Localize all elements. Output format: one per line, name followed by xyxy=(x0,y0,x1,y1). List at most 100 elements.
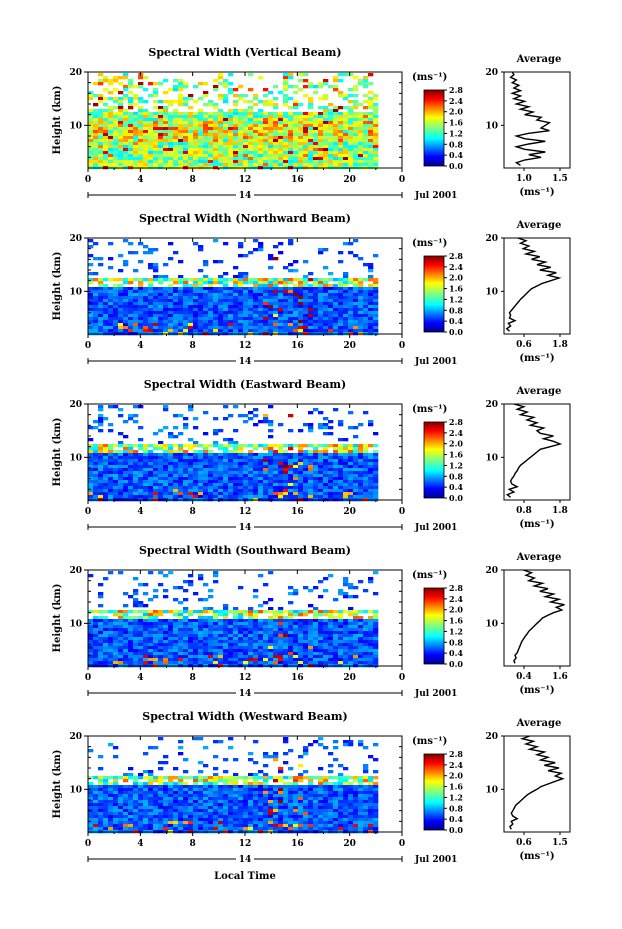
heatmap-cell xyxy=(253,658,259,662)
heatmap-cell xyxy=(268,619,274,623)
heatmap-cell xyxy=(298,631,304,635)
heatmap-cell xyxy=(308,115,314,119)
heatmap-cell xyxy=(278,444,284,448)
heatmap-cell xyxy=(253,643,259,647)
heatmap-cell xyxy=(163,483,169,487)
heatmap-cell xyxy=(258,290,264,294)
heatmap-cell xyxy=(308,489,314,493)
heatmap-cell xyxy=(293,106,299,110)
heatmap-cell xyxy=(113,130,119,134)
heatmap-cell xyxy=(243,281,249,285)
heatmap-cell xyxy=(248,643,254,647)
heatmap-cell xyxy=(248,607,254,611)
heatmap-cell xyxy=(263,302,269,306)
heatmap-cell xyxy=(203,121,209,125)
heatmap-cell xyxy=(248,296,254,300)
heatmap-cell xyxy=(268,130,274,134)
heatmap-cell xyxy=(153,483,159,487)
heatmap-cell xyxy=(273,649,279,653)
heatmap-cell xyxy=(113,124,119,128)
heatmap-cell xyxy=(188,444,194,448)
heatmap-cell xyxy=(123,459,129,463)
heatmap-cell xyxy=(313,326,319,330)
heatmap-cell xyxy=(113,471,119,475)
heatmap-cell xyxy=(263,634,269,638)
heatmap-cell xyxy=(278,661,284,665)
heatmap-cell xyxy=(153,100,159,104)
heatmap-cell xyxy=(178,655,184,659)
heatmap-cell xyxy=(273,139,279,143)
heatmap-cell xyxy=(113,154,119,158)
heatmap-cell xyxy=(163,643,169,647)
heatmap-cell xyxy=(228,483,234,487)
heatmap-cell xyxy=(218,646,224,650)
heatmap-cell xyxy=(253,637,259,641)
heatmap-cell xyxy=(368,314,374,318)
heatmap-cell xyxy=(178,157,184,161)
heatmap-cell xyxy=(303,628,309,632)
colorbar-tick-label: 0.4 xyxy=(449,316,463,326)
heatmap-cell xyxy=(108,474,114,478)
heatmap-cell xyxy=(203,142,209,146)
heatmap-cell xyxy=(118,148,124,152)
heatmap-cell xyxy=(228,646,234,650)
heatmap-cell xyxy=(288,631,294,635)
heatmap-cell xyxy=(318,637,324,641)
heatmap-cell xyxy=(153,649,159,653)
heatmap-cell xyxy=(98,456,104,460)
heatmap-cell xyxy=(108,649,114,653)
heatmap-cell xyxy=(178,326,184,330)
heatmap-cell xyxy=(93,326,99,330)
heatmap-cell xyxy=(138,139,144,143)
heatmap-cell xyxy=(178,601,184,605)
heatmap-cell xyxy=(183,610,189,614)
heatmap-cell xyxy=(178,432,184,436)
heatmap-cell xyxy=(243,453,249,457)
heatmap-cell xyxy=(288,308,294,312)
heatmap-cell xyxy=(343,465,349,469)
heatmap-cell xyxy=(283,643,289,647)
heatmap-cell xyxy=(228,658,234,662)
heatmap-cell xyxy=(178,278,184,282)
heatmap-cell xyxy=(153,444,159,448)
heatmap-cell xyxy=(138,465,144,469)
heatmap-cell xyxy=(343,130,349,134)
heatmap-cell xyxy=(233,299,239,303)
heatmap-cell xyxy=(218,299,224,303)
heatmap-cell xyxy=(138,308,144,312)
heatmap-cell xyxy=(268,299,274,303)
heatmap-cell xyxy=(358,148,364,152)
heatmap-cell xyxy=(248,305,254,309)
heatmap-cell xyxy=(128,595,134,599)
heatmap-cell xyxy=(303,661,309,665)
heatmap-cell xyxy=(313,151,319,155)
heatmap-cell xyxy=(98,257,104,261)
heatmap-cell xyxy=(348,163,354,167)
heatmap-cell xyxy=(293,151,299,155)
heatmap-cell xyxy=(233,486,239,490)
heatmap-cell xyxy=(288,447,294,451)
heatmap-cell xyxy=(108,287,114,291)
heatmap-cell xyxy=(183,326,189,330)
heatmap-cell xyxy=(193,299,199,303)
heatmap-cell xyxy=(138,486,144,490)
heatmap-cell xyxy=(188,97,194,101)
heatmap-cell xyxy=(223,130,229,134)
heatmap-cell xyxy=(258,474,264,478)
heatmap-cell xyxy=(128,486,134,490)
heatmap-cell xyxy=(268,154,274,158)
heatmap-cell xyxy=(323,453,329,457)
heatmap-cell xyxy=(278,305,284,309)
heatmap-cell xyxy=(148,640,154,644)
heatmap-cell xyxy=(313,311,319,315)
heatmap-cell xyxy=(113,163,119,167)
heatmap-cell xyxy=(203,444,209,448)
heatmap-cell xyxy=(178,652,184,656)
panel-3: Spectral Width (Eastward Beam)1020Height… xyxy=(52,378,571,533)
heatmap-cell xyxy=(113,133,119,137)
heatmap-cell xyxy=(133,456,139,460)
heatmap-cell xyxy=(263,136,269,140)
heatmap-cell xyxy=(163,139,169,143)
heatmap-cell xyxy=(168,459,174,463)
heatmap-cell xyxy=(148,462,154,466)
